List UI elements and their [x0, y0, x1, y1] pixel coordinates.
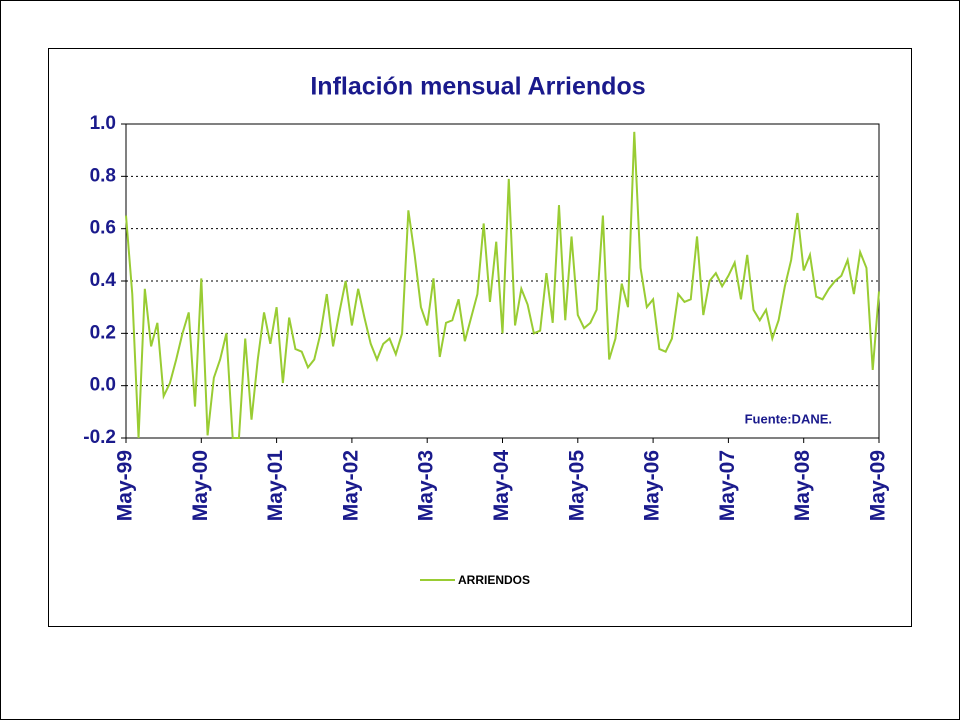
data-line [125, 131, 880, 439]
x-tick-label: May-01 [264, 450, 287, 522]
y-tick-label: 0.8 [90, 165, 116, 186]
source-note: Fuente:DANE. [745, 411, 832, 426]
chart-title: Inflación mensual Arriendos [310, 73, 645, 101]
x-tick-label: May-02 [339, 450, 362, 521]
x-tick-label: May-00 [189, 450, 212, 521]
y-tick-label: 0.0 [90, 375, 116, 396]
x-tick-label: May-07 [716, 450, 739, 521]
y-tick-label: 1.0 [90, 113, 116, 134]
y-tick-label: -0.2 [83, 427, 116, 448]
chart-area [48, 48, 912, 627]
x-tick-label: May-06 [641, 450, 664, 521]
x-tick-label: May-05 [565, 450, 588, 522]
x-tick-label: May-04 [490, 450, 513, 522]
x-tick-label: May-03 [415, 450, 438, 521]
x-tick-label: May-08 [791, 450, 814, 522]
x-tick-label: May-09 [867, 450, 890, 521]
x-tick-label: May-99 [114, 450, 137, 521]
legend-label: ARRIENDOS [458, 573, 530, 587]
y-tick-label: 0.2 [90, 322, 116, 343]
y-tick-label: 0.4 [90, 270, 117, 291]
y-tick-label: 0.6 [90, 218, 116, 239]
